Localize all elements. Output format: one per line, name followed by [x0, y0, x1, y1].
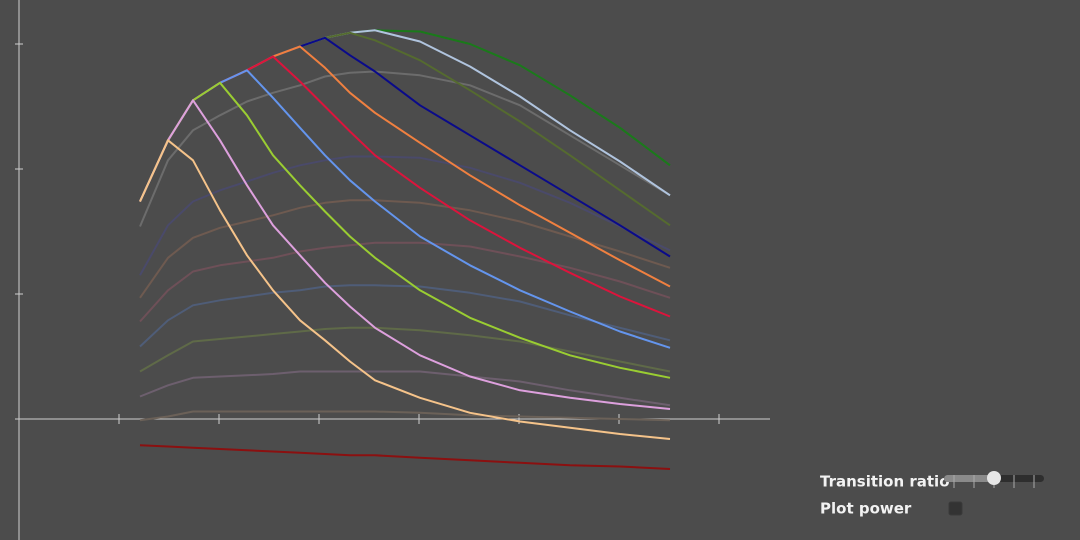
series-line — [139, 55, 671, 318]
series-line — [139, 81, 671, 379]
series-line — [139, 155, 671, 276]
series-line — [139, 284, 671, 348]
series-line — [139, 241, 671, 323]
series-line — [139, 31, 671, 227]
slider[interactable] — [944, 471, 1044, 488]
checkbox-label: Plot power — [820, 500, 912, 518]
series-line — [139, 99, 671, 410]
controls: Transition ratio Plot power — [820, 471, 1044, 518]
slider-fill — [944, 475, 994, 482]
series-line — [139, 139, 671, 440]
series-line — [139, 410, 671, 422]
series-line — [139, 326, 671, 373]
series-line — [139, 370, 671, 407]
checkbox[interactable] — [948, 501, 963, 516]
series-line — [139, 70, 671, 227]
series-line — [139, 444, 671, 470]
series-line — [139, 199, 671, 299]
slider-thumb[interactable] — [987, 471, 1001, 485]
plot-area — [139, 29, 671, 470]
slider-label: Transition ratio — [820, 473, 950, 491]
